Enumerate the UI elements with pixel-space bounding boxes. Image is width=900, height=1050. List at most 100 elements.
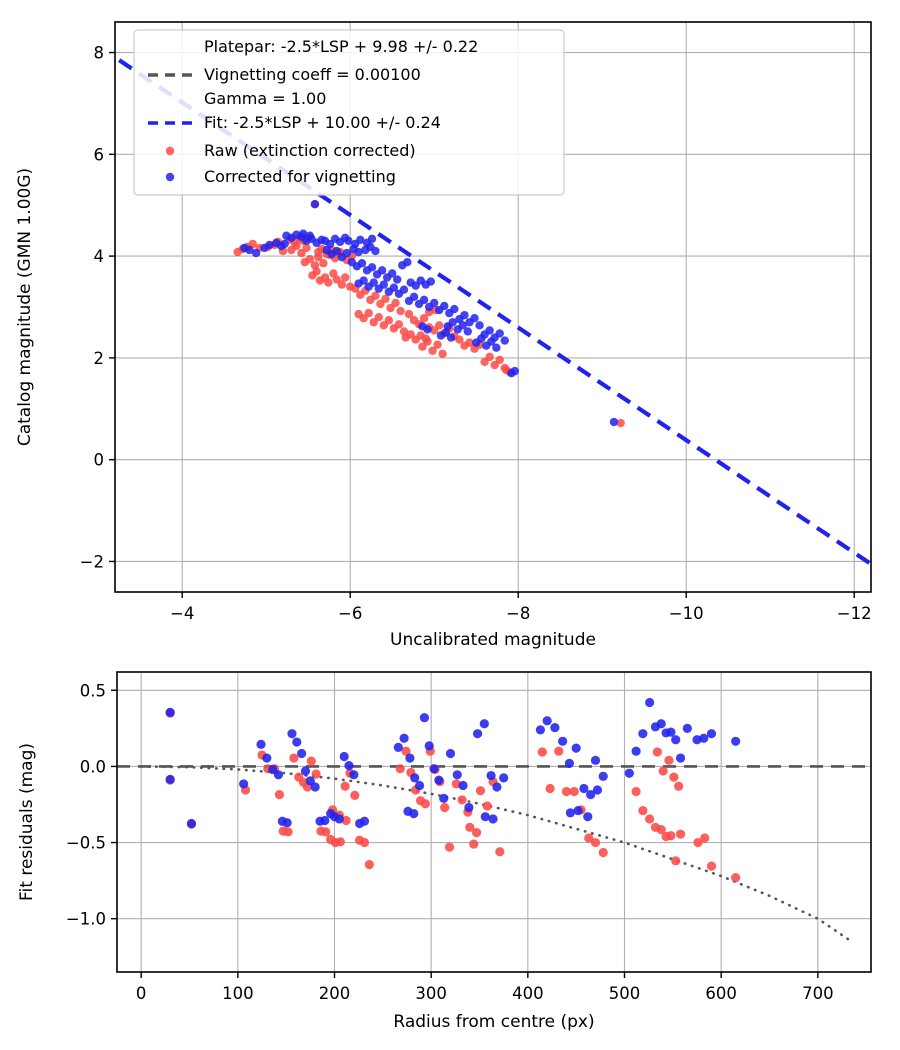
data-point: [354, 247, 363, 257]
data-point: [371, 246, 380, 256]
data-point: [624, 768, 634, 778]
data-point: [311, 769, 321, 779]
legend-label: Fit: -2.5*LSP + 10.00 +/- 0.24: [204, 113, 441, 132]
data-point: [339, 751, 349, 762]
data-point: [550, 722, 560, 733]
axes-frame: [116, 671, 872, 973]
data-point: [334, 814, 344, 824]
data-point: [487, 337, 496, 346]
data-point: [305, 254, 315, 264]
data-point: [306, 756, 316, 766]
data-point: [256, 739, 266, 749]
data-point: [590, 755, 601, 765]
legend: Platepar: -2.5*LSP + 9.98 +/- 0.22 Vignet…: [133, 29, 565, 196]
data-point: [273, 770, 284, 780]
data-point: [419, 713, 429, 723]
legend-label: Corrected for vignetting: [204, 167, 396, 186]
grid-lines: [117, 672, 871, 972]
data-point: [393, 275, 402, 284]
legend-dot-marker: [165, 146, 175, 156]
data-point: [233, 247, 242, 257]
data-point: [507, 368, 516, 378]
data-point: [359, 276, 368, 285]
data-point: [439, 793, 449, 803]
data-point: [535, 725, 546, 735]
x-tick-label: −6: [338, 604, 362, 623]
data-point: [569, 786, 579, 797]
data-point: [324, 278, 333, 287]
data-point: [379, 280, 388, 289]
y-tick-label: 2: [94, 349, 105, 368]
data-point: [395, 764, 405, 774]
data-point: [499, 773, 509, 783]
data-point: [289, 753, 299, 763]
data-point: [419, 295, 429, 305]
vignetting-curve: [139, 765, 853, 943]
data-point: [364, 860, 374, 870]
data-point: [460, 310, 469, 320]
data-point: [260, 243, 269, 253]
data-point: [283, 827, 293, 837]
data-point: [421, 334, 430, 343]
data-point: [486, 770, 496, 781]
data-point: [470, 313, 479, 323]
x-tick-label: 300: [415, 984, 447, 1003]
data-point: [682, 723, 692, 733]
data-point: [298, 229, 308, 238]
data-point: [420, 799, 430, 809]
data-point: [371, 291, 380, 301]
photometric-calibration-panel: −4 −6 −8 −10 −12 −2 0 2 4 6 8 Uncalibrated magnitud…: [15, 21, 873, 650]
data-point: [321, 827, 331, 837]
data-point: [262, 753, 272, 763]
data-point: [388, 269, 397, 278]
data-point: [239, 779, 249, 789]
y-tick-label: 0: [94, 451, 105, 470]
data-point: [645, 814, 655, 824]
data-point: [440, 301, 449, 311]
data-point: [700, 833, 710, 843]
data-point: [573, 805, 583, 816]
data-point: [671, 735, 681, 745]
data-point: [458, 780, 468, 791]
data-point: [584, 833, 594, 843]
data-point: [282, 818, 292, 828]
data-point: [381, 294, 390, 304]
y-axis-label: Fit residuals (mag): [17, 743, 37, 901]
data-point: [616, 418, 625, 428]
data-point: [438, 349, 447, 359]
x-tick-label: −10: [669, 604, 704, 623]
data-point: [329, 269, 338, 278]
data-point: [282, 231, 291, 240]
data-point: [186, 818, 197, 829]
scatter-series-corrected: [165, 697, 741, 829]
data-point: [393, 742, 403, 752]
data-point: [598, 771, 608, 781]
data-point: [435, 321, 444, 330]
y-tick-label: 0.5: [80, 681, 106, 700]
data-point: [364, 308, 373, 318]
data-point: [426, 277, 436, 286]
data-point: [337, 280, 346, 289]
data-point: [410, 773, 420, 783]
data-point: [658, 766, 668, 776]
data-point: [500, 336, 509, 345]
x-tick-label: −8: [506, 604, 530, 623]
legend-label: Platepar: -2.5*LSP + 9.98 +/- 0.22: [204, 37, 478, 56]
x-tick-label: 500: [609, 984, 641, 1003]
data-point: [664, 755, 674, 765]
x-tick-label: 0: [136, 984, 147, 1003]
data-point: [472, 729, 483, 739]
data-point: [638, 805, 648, 816]
data-point: [495, 329, 504, 338]
data-point: [564, 758, 575, 768]
x-tick-label: 700: [802, 984, 834, 1003]
data-point: [165, 774, 175, 784]
data-point: [455, 335, 464, 344]
data-point: [472, 828, 482, 838]
data-point: [424, 741, 434, 751]
data-point: [344, 236, 353, 246]
fit-residuals-panel: 0 100 200 300 400 500 600 700 0.5 0.0 −0.5 −1.0 Radi…: [0, 650, 900, 1050]
data-point: [433, 340, 442, 349]
data-point: [391, 298, 400, 308]
data-point: [340, 781, 350, 791]
